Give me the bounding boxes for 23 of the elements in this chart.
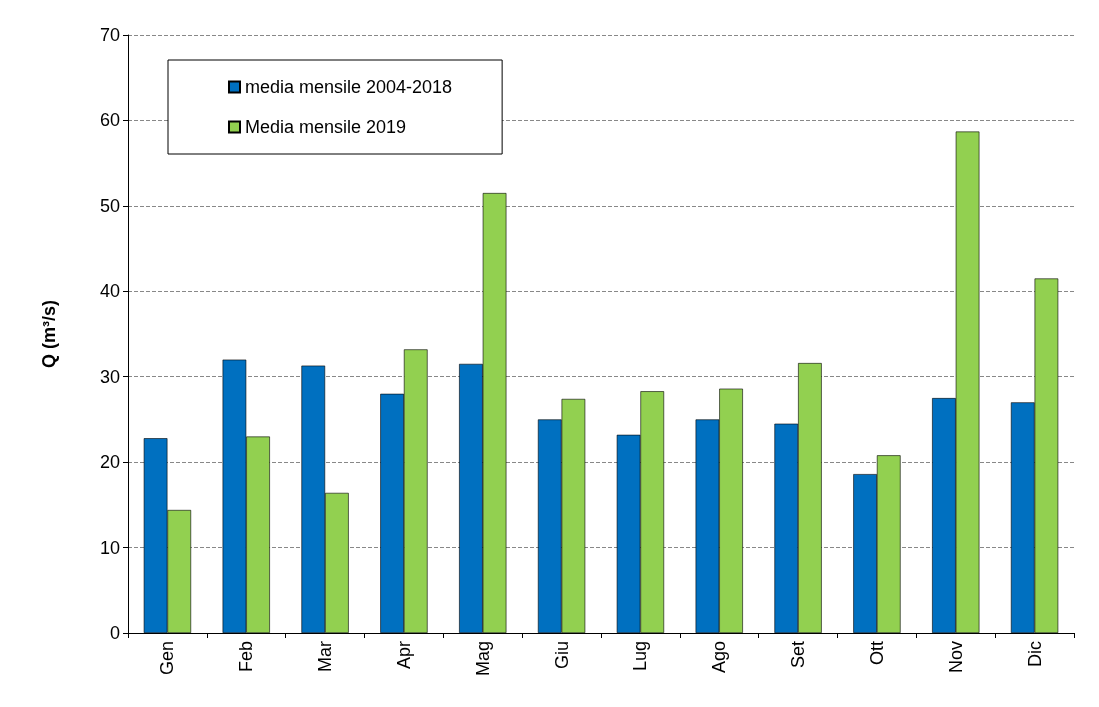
y-tick-label: 20 bbox=[99, 452, 120, 473]
x-tick-label: Ago bbox=[709, 641, 730, 674]
y-axis-title: Q (m³/s) bbox=[39, 299, 59, 369]
x-tick-label: Feb bbox=[236, 641, 257, 673]
y-tick-label: 30 bbox=[99, 366, 120, 387]
x-tick-label: Lug bbox=[630, 641, 651, 672]
y-tick-label: 10 bbox=[99, 537, 120, 558]
legend-label: Media mensile 2019 bbox=[245, 117, 407, 137]
y-tick-label: 60 bbox=[99, 110, 120, 131]
y-tick-label: 0 bbox=[109, 623, 120, 643]
x-tick-label: Set bbox=[788, 641, 809, 669]
x-tick-label: Nov bbox=[945, 641, 966, 674]
y-tick-label: 40 bbox=[99, 281, 120, 302]
x-tick-label: Apr bbox=[393, 641, 414, 670]
x-tick-label: Giu bbox=[551, 641, 572, 670]
x-tick-label: Ott bbox=[866, 641, 887, 666]
x-tick-label: Dic bbox=[1024, 641, 1045, 667]
y-tick-label: 50 bbox=[99, 195, 120, 216]
legend-label: media mensile 2004-2018 bbox=[245, 77, 453, 97]
x-tick-label: Mar bbox=[315, 641, 336, 672]
x-tick-label: Mag bbox=[472, 641, 493, 677]
y-tick-label: 70 bbox=[99, 25, 120, 45]
x-tick-label: Gen bbox=[157, 641, 178, 676]
